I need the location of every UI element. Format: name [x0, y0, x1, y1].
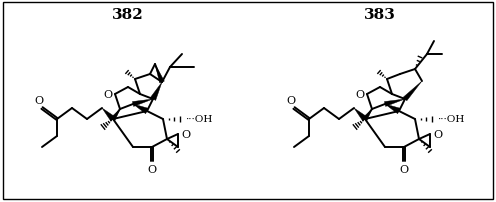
Text: O: O	[399, 164, 409, 174]
Polygon shape	[384, 100, 405, 107]
Text: O: O	[104, 89, 113, 100]
Text: 383: 383	[364, 8, 396, 22]
Polygon shape	[403, 82, 422, 101]
Text: ···OH: ···OH	[437, 115, 464, 124]
Text: O: O	[434, 129, 442, 139]
Text: O: O	[286, 96, 296, 105]
Text: O: O	[34, 96, 44, 105]
Polygon shape	[102, 108, 115, 122]
Text: ···OH: ···OH	[185, 115, 212, 124]
Polygon shape	[132, 100, 153, 107]
Text: O: O	[182, 129, 190, 139]
Polygon shape	[363, 109, 372, 121]
Text: O: O	[147, 164, 157, 174]
Polygon shape	[354, 108, 367, 122]
Polygon shape	[150, 83, 162, 101]
Text: 382: 382	[112, 8, 144, 22]
Polygon shape	[155, 65, 164, 83]
Polygon shape	[111, 109, 120, 121]
Polygon shape	[133, 104, 148, 114]
Text: O: O	[356, 89, 365, 100]
Polygon shape	[385, 104, 400, 114]
